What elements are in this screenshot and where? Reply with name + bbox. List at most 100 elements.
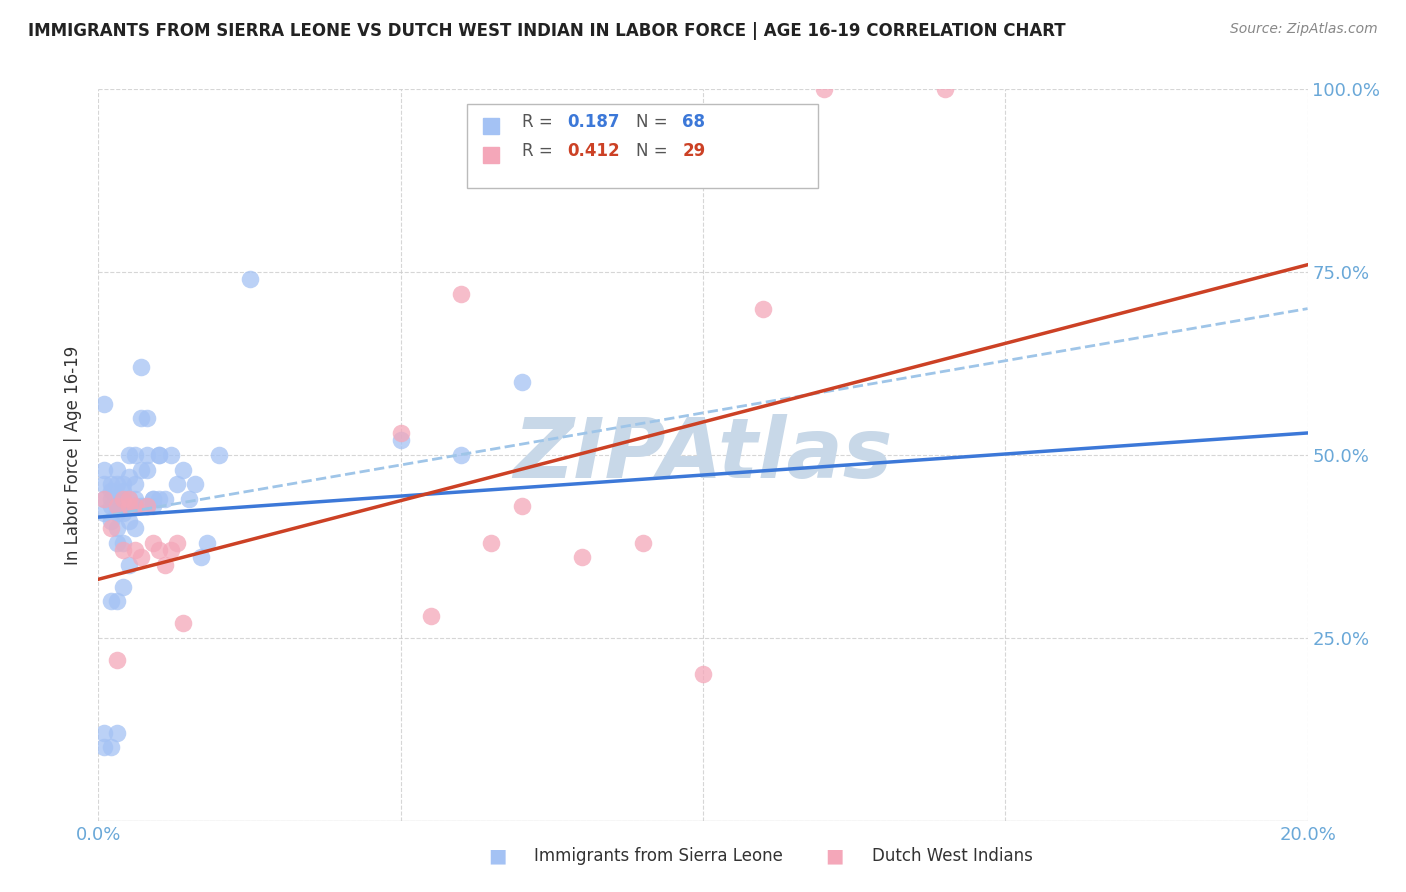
Point	[129, 462, 152, 476]
Point	[93, 726, 115, 740]
Point	[100, 521, 122, 535]
Text: ■: ■	[825, 847, 844, 866]
Text: Source: ZipAtlas.com: Source: ZipAtlas.com	[1230, 22, 1378, 37]
Point	[93, 462, 115, 476]
Point	[160, 543, 183, 558]
Point	[692, 667, 714, 681]
Point	[111, 491, 134, 506]
Point	[571, 550, 593, 565]
Point	[100, 484, 122, 499]
Text: 0.412: 0.412	[568, 143, 620, 161]
Point	[105, 491, 128, 506]
Point	[105, 726, 128, 740]
Point	[111, 535, 134, 549]
Point	[481, 535, 503, 549]
Text: N =: N =	[637, 143, 673, 161]
Point	[100, 491, 122, 506]
Point	[100, 499, 122, 513]
Point	[129, 360, 152, 375]
Point	[105, 499, 128, 513]
Y-axis label: In Labor Force | Age 16-19: In Labor Force | Age 16-19	[65, 345, 83, 565]
Point	[105, 477, 128, 491]
Point	[105, 594, 128, 608]
Point	[389, 425, 412, 440]
Text: R =: R =	[522, 143, 558, 161]
Point	[100, 514, 122, 528]
Point	[148, 543, 170, 558]
Point	[105, 499, 128, 513]
Point	[135, 411, 157, 425]
Point	[166, 477, 188, 491]
Point	[118, 499, 141, 513]
Point	[148, 448, 170, 462]
Point	[105, 521, 128, 535]
Point	[124, 543, 146, 558]
Point	[172, 462, 194, 476]
Point	[93, 397, 115, 411]
Point	[172, 616, 194, 631]
Point	[631, 535, 654, 549]
Point	[118, 470, 141, 484]
Point	[105, 507, 128, 521]
Point	[124, 477, 146, 491]
Point	[105, 535, 128, 549]
Point	[153, 558, 176, 572]
Point	[510, 499, 533, 513]
Point	[93, 491, 115, 506]
Point	[124, 499, 146, 513]
Point	[420, 608, 443, 623]
Point	[208, 448, 231, 462]
Point	[118, 558, 141, 572]
Text: 0.187: 0.187	[568, 113, 620, 131]
Point	[118, 491, 141, 506]
Point	[124, 491, 146, 506]
Point	[129, 499, 152, 513]
Point	[105, 653, 128, 667]
Point	[111, 507, 134, 521]
Point	[93, 477, 115, 491]
Point	[160, 448, 183, 462]
Point	[450, 287, 472, 301]
Point	[142, 491, 165, 506]
Point	[100, 477, 122, 491]
Text: ■: ■	[488, 847, 506, 866]
Point	[135, 462, 157, 476]
Point	[93, 491, 115, 506]
Point	[135, 448, 157, 462]
Point	[111, 491, 134, 506]
Point	[93, 740, 115, 755]
Point	[111, 543, 134, 558]
Point	[510, 375, 533, 389]
Point	[153, 491, 176, 506]
Point	[111, 484, 134, 499]
Point	[142, 535, 165, 549]
Point	[148, 448, 170, 462]
Point	[239, 272, 262, 286]
Text: 68: 68	[682, 113, 706, 131]
Text: R =: R =	[522, 113, 558, 131]
Point	[389, 434, 412, 448]
Text: IMMIGRANTS FROM SIERRA LEONE VS DUTCH WEST INDIAN IN LABOR FORCE | AGE 16-19 COR: IMMIGRANTS FROM SIERRA LEONE VS DUTCH WE…	[28, 22, 1066, 40]
Point	[118, 514, 141, 528]
Point	[100, 594, 122, 608]
Text: Immigrants from Sierra Leone: Immigrants from Sierra Leone	[534, 847, 783, 865]
Point	[934, 82, 956, 96]
Point	[813, 82, 835, 96]
Point	[148, 491, 170, 506]
Point	[166, 535, 188, 549]
Point	[450, 448, 472, 462]
Point	[124, 448, 146, 462]
Point	[184, 477, 207, 491]
Point	[129, 411, 152, 425]
Point	[111, 477, 134, 491]
Point	[142, 491, 165, 506]
Point	[118, 448, 141, 462]
Point	[129, 550, 152, 565]
Point	[135, 499, 157, 513]
Point	[118, 491, 141, 506]
Point	[111, 580, 134, 594]
FancyBboxPatch shape	[467, 103, 818, 188]
Point	[135, 499, 157, 513]
Point	[179, 491, 201, 506]
Text: 29: 29	[682, 143, 706, 161]
